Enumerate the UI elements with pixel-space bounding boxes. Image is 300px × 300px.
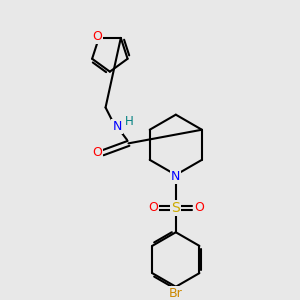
Text: Br: Br: [169, 286, 183, 300]
Text: O: O: [148, 201, 158, 214]
Text: S: S: [171, 201, 180, 215]
Text: H: H: [125, 115, 134, 128]
Text: O: O: [92, 30, 102, 43]
Text: N: N: [171, 170, 181, 183]
Text: O: O: [194, 201, 204, 214]
Text: N: N: [112, 120, 122, 133]
Text: O: O: [92, 146, 102, 159]
